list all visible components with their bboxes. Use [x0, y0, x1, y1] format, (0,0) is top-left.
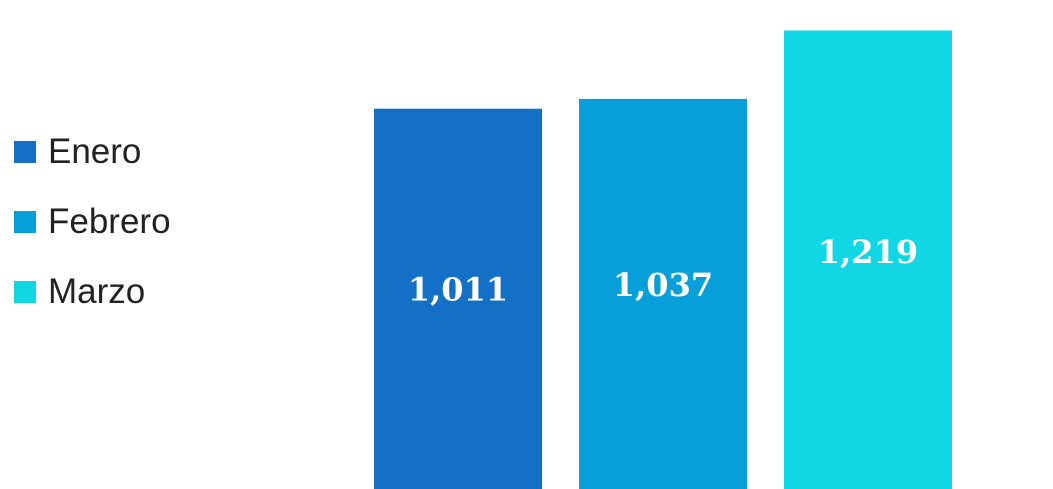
- legend-label-febrero: Febrero: [48, 202, 171, 241]
- bar-value-label-enero: 1,011: [408, 270, 508, 308]
- bar-febrero: [579, 98, 747, 489]
- bar-enero: [374, 108, 542, 489]
- legend-swatch-marzo: [14, 281, 36, 303]
- bar-value-label-marzo: 1,219: [818, 233, 918, 271]
- chart-legend: Enero Febrero Marzo: [14, 128, 171, 316]
- legend-label-enero: Enero: [48, 132, 142, 171]
- bar-marzo: [784, 30, 952, 489]
- legend-swatch-febrero: [14, 211, 36, 233]
- bar-value-label-febrero: 1,037: [613, 266, 713, 304]
- legend-item-marzo: Marzo: [14, 268, 171, 316]
- legend-label-marzo: Marzo: [48, 272, 146, 311]
- legend-item-febrero: Febrero: [14, 198, 171, 246]
- legend-swatch-enero: [14, 141, 36, 163]
- legend-item-enero: Enero: [14, 128, 171, 176]
